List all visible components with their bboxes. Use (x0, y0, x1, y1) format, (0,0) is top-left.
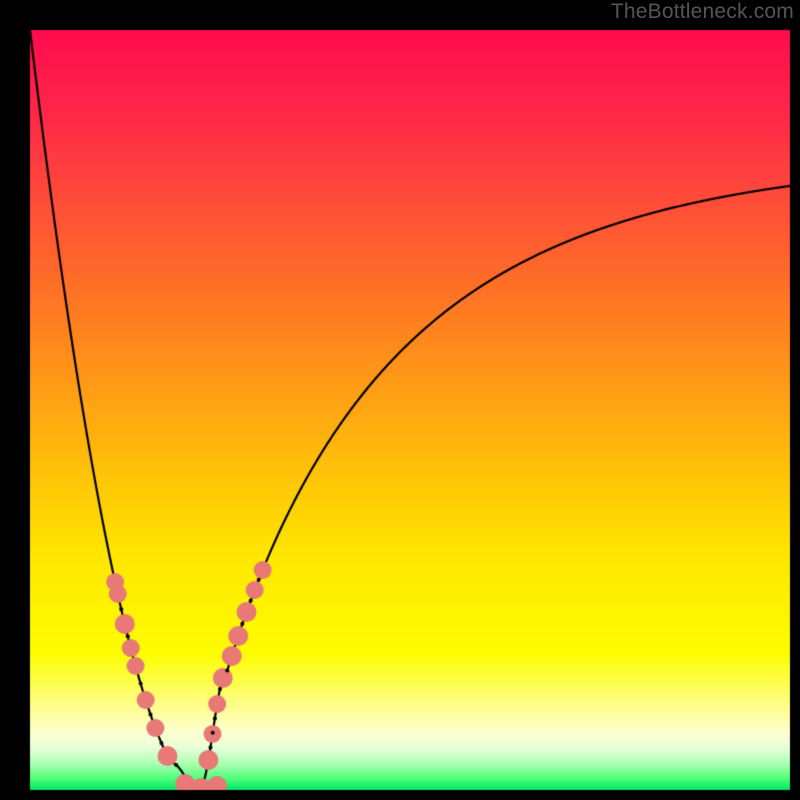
chart-stage: TheBottleneck.com (0, 0, 800, 800)
bottleneck-chart-canvas (0, 0, 800, 800)
